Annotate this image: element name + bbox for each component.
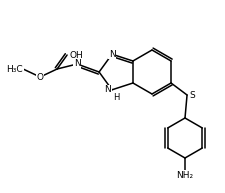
Text: H₃C: H₃C: [7, 64, 23, 74]
Text: N: N: [109, 50, 115, 59]
Text: H: H: [113, 93, 119, 102]
Text: OH: OH: [69, 51, 83, 59]
Text: NH₂: NH₂: [176, 171, 194, 180]
Text: N: N: [74, 59, 81, 69]
Text: S: S: [189, 91, 195, 100]
Text: O: O: [37, 73, 44, 81]
Text: N: N: [104, 85, 111, 94]
